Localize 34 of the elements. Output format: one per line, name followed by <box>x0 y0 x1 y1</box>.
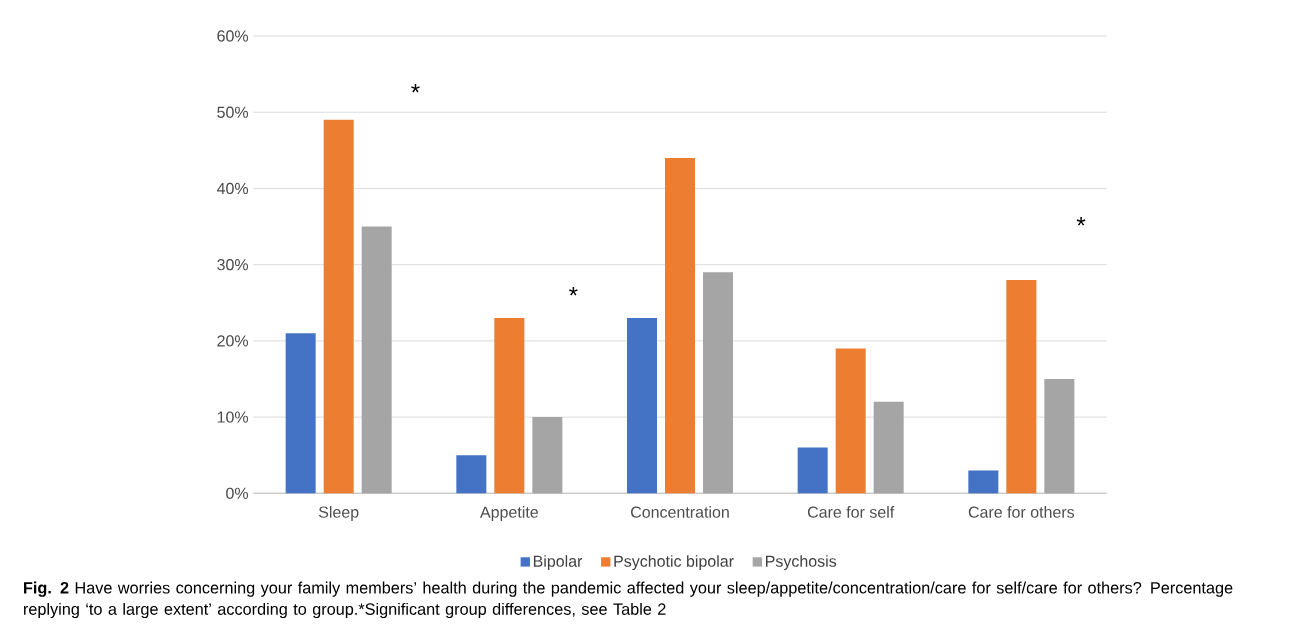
bar <box>703 272 734 494</box>
x-tick-label: Concentration <box>631 506 729 518</box>
x-tick-label: Care for self <box>807 506 895 518</box>
bar <box>494 318 525 494</box>
y-tick-label: 50% <box>217 106 249 118</box>
legend-label: Psychosis <box>766 555 837 571</box>
bar <box>323 119 354 494</box>
legend-label: Psychotic bipolar <box>614 555 734 571</box>
y-tick-label: 0% <box>226 487 249 499</box>
bar <box>532 417 563 494</box>
bar <box>835 348 866 494</box>
x-tick-label: Sleep <box>318 506 359 521</box>
bar <box>968 470 999 494</box>
bar <box>456 455 487 494</box>
bar <box>285 333 316 494</box>
y-tick-label: 60% <box>217 30 249 42</box>
annotation: * <box>1076 217 1086 226</box>
bar <box>797 447 828 494</box>
y-tick-label: 40% <box>216 182 249 195</box>
bar <box>1006 279 1037 494</box>
y-tick-label: 30% <box>217 259 249 271</box>
x-tick-label: Care for others <box>968 506 1075 518</box>
bar <box>627 318 658 494</box>
bar <box>665 157 696 494</box>
bar <box>1044 379 1075 494</box>
text: Fig. 2 Have worries concerning your family members’ health during the pandemic affected your sleep/appetite/concentration/care for self/care for others? Percentage replying ‘to a large extent’ according to group.*Significant group differences, see Table 2 <box>24 581 1233 619</box>
y-tick-label: 10% <box>217 411 249 423</box>
y-tick-label: 20% <box>217 335 249 347</box>
annotation: * <box>411 83 420 93</box>
legend-label: Bipolar <box>533 555 583 571</box>
annotation: * <box>569 287 578 296</box>
bar <box>873 401 904 494</box>
x-tick-label: Appetite <box>480 506 538 521</box>
bar <box>361 226 392 494</box>
